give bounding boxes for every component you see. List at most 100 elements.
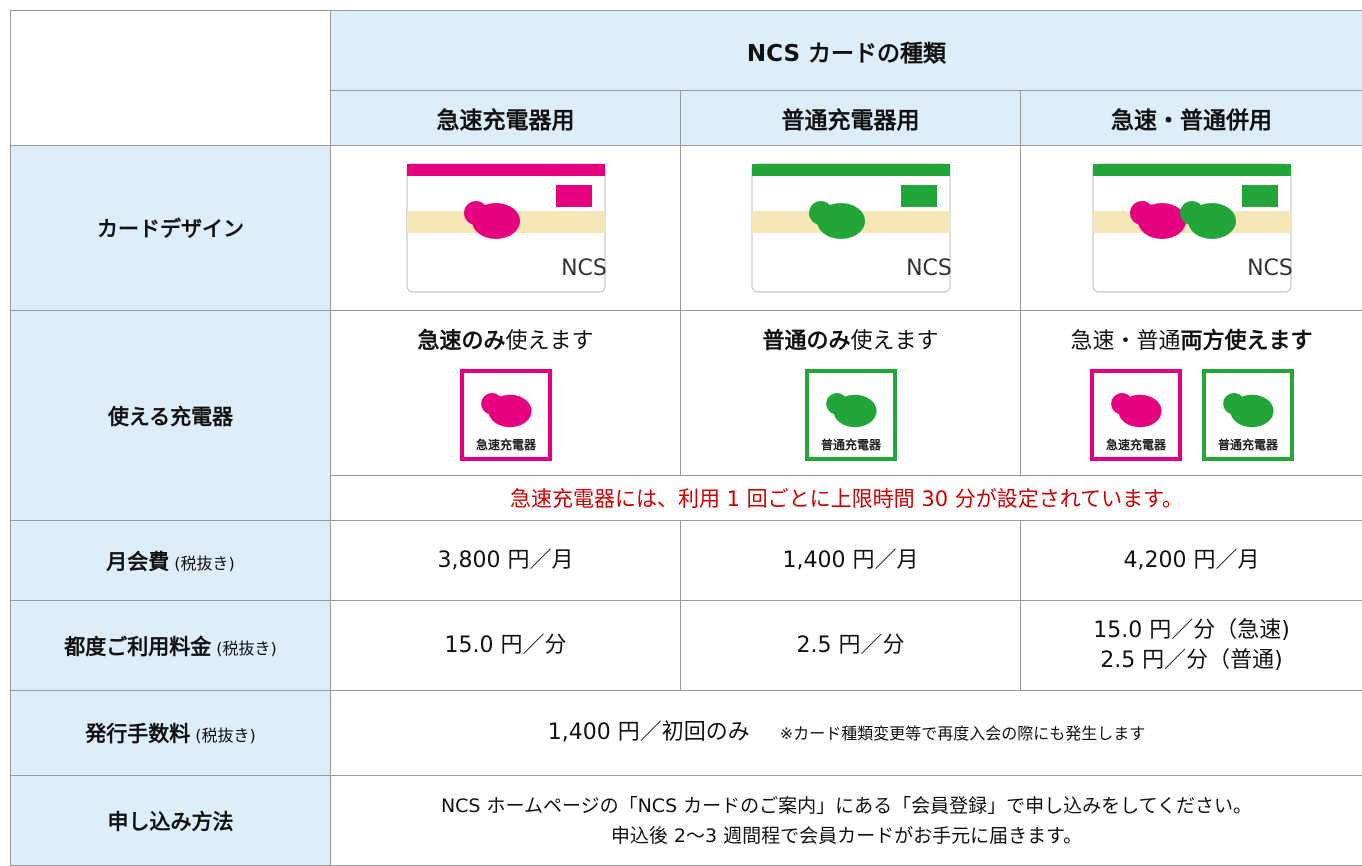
charger-badge: 普通充電器: [804, 369, 897, 461]
fee-note: ※カード種類変更等で再度入会の際にも発生します: [779, 724, 1146, 743]
usage-segment: 急速のみ: [417, 329, 506, 354]
card-image: NCS: [406, 163, 606, 293]
value-text: 2.5 円／分（普通): [1100, 647, 1283, 673]
value-text: 15.0 円／分: [444, 632, 567, 658]
value-text: 15.0 円／分（急速): [1093, 617, 1290, 643]
value-cell: 15.0 円／分（急速) 2.5 円／分（普通): [1020, 600, 1362, 691]
usage-segment: 普通のみ: [762, 329, 851, 354]
column-title: 急速充電器用: [436, 108, 575, 134]
usage-segment: 使えます: [850, 329, 939, 354]
row-label-text: 発行手数料: [85, 722, 191, 746]
apply-line: NCS ホームページの「NCS カードのご案内」にある「会員登録」で申し込みをし…: [441, 791, 1252, 821]
charger-cell: 急速のみ使えます急速充電器: [330, 310, 681, 476]
value-text: 2.5 円／分: [796, 632, 905, 658]
badge-label: 普通充電器: [820, 437, 881, 452]
value-text: 4,200 円／月: [1123, 547, 1260, 573]
row-label: 月会費 (税抜き): [10, 520, 331, 601]
elephant-head: [463, 201, 488, 225]
badge-label: 普通充電器: [1217, 437, 1278, 452]
column-header: 急速充電器用: [330, 90, 681, 146]
row-label-text: 都度ご利用料金: [64, 634, 212, 659]
usage-text: 急速・普通両方使えます: [1070, 323, 1312, 355]
usage-segment: 使えます: [505, 329, 594, 354]
card-tag: [555, 185, 592, 207]
charger-badge: 急速充電器: [459, 369, 552, 461]
row-label-text: 申し込み方法: [107, 809, 234, 834]
card-tag: [1241, 185, 1278, 207]
value-line: 15.0 円／分: [445, 631, 567, 661]
row-label: 申し込み方法: [10, 775, 331, 866]
elephant-head: [1110, 393, 1133, 415]
value-line: 2.5 円／分（普通): [1100, 646, 1283, 676]
label-line: 都度ご利用料金 (税抜き): [64, 631, 277, 661]
elephant-head: [1222, 393, 1245, 415]
badges: 急速充電器: [459, 369, 552, 461]
row-label: 使える充電器: [10, 310, 331, 521]
tax-note: (税抜き): [195, 726, 256, 745]
value-text: 1,400 円／月: [782, 547, 919, 573]
row-label: 発行手数料 (税抜き): [10, 690, 331, 776]
card-brand: NCS: [561, 256, 606, 281]
card-brand: NCS: [1247, 256, 1292, 281]
group-header: NCS カードの種類: [330, 10, 1362, 91]
charger-badge: 普通充電器: [1201, 369, 1294, 461]
value-line: 1,400 円／月: [783, 546, 919, 576]
usage-text: 普通のみ使えます: [762, 323, 938, 355]
value-line: 1,400 円／初回のみ ※カード種類変更等で再度入会の際にも発生します: [548, 718, 1145, 748]
label-line: 発行手数料 (税抜き): [85, 718, 256, 748]
apply-text: NCS ホームページの「NCS カードのご案内」にある「会員登録」で申し込みをし…: [440, 794, 1253, 817]
card-image: NCS: [751, 163, 951, 293]
value-cell: 3,800 円／月: [330, 520, 681, 601]
apply-text: 申込後 2～3 週間程で会員カードがお手元に届きます。: [610, 824, 1083, 847]
value-text: 3,800 円／月: [437, 547, 574, 573]
value-line: 2.5 円／分: [797, 631, 905, 661]
row-label: 都度ご利用料金 (税抜き): [10, 600, 331, 691]
column-title: 普通充電器用: [781, 108, 920, 134]
card-band: [406, 164, 605, 176]
elephant-head: [1179, 201, 1204, 225]
badge-frame: [459, 369, 552, 461]
elephant-head: [825, 393, 848, 415]
row-label-text: 使える充電器: [107, 404, 234, 429]
note-cell: 急速充電器には、利用 1 回ごとに上限時間 30 分が設定されています。: [330, 475, 1362, 521]
note-text: 急速充電器には、利用 1 回ごとに上限時間 30 分が設定されています。: [509, 487, 1184, 511]
row-label-text: 月会費: [106, 549, 170, 574]
usage-text: 急速のみ使えます: [417, 323, 593, 355]
charger-cell: 普通のみ使えます普通充電器: [680, 310, 1021, 476]
value-cell: 15.0 円／分: [330, 600, 681, 691]
card-image: NCS: [1092, 163, 1292, 293]
elephant-head: [1129, 201, 1154, 225]
badges: 普通充電器: [804, 369, 897, 461]
label-line: 月会費 (税抜き): [106, 546, 235, 576]
card-band: [751, 164, 950, 176]
badge-label: 急速充電器: [1105, 437, 1166, 452]
usage-segment: 両方使えます: [1180, 329, 1313, 354]
value-line: 4,200 円／月: [1124, 546, 1260, 576]
group-title: NCS カードの種類: [746, 40, 947, 67]
badges: 急速充電器 普通充電器: [1089, 369, 1294, 461]
tax-note: (税抜き): [216, 638, 277, 658]
badge-label: 急速充電器: [475, 437, 536, 452]
card-cell: NCS: [1020, 145, 1362, 311]
elephant-head: [808, 201, 833, 225]
card-tag: [900, 185, 937, 207]
column-header: 急速・普通併用: [1020, 90, 1362, 146]
apply-line: 申込後 2～3 週間程で会員カードがお手元に届きます。: [611, 821, 1082, 851]
row-label-text: カードデザイン: [97, 217, 244, 241]
charger-cell: 急速・普通両方使えます急速充電器 普通充電器: [1020, 310, 1362, 476]
value-cell: 4,200 円／月: [1020, 520, 1362, 601]
value-line: 3,800 円／月: [438, 546, 574, 576]
card-cell: NCS: [330, 145, 681, 311]
elephant-head: [480, 393, 503, 415]
badge-frame: [1089, 369, 1182, 461]
value-cell: 1,400 円／初回のみ ※カード種類変更等で再度入会の際にも発生します: [330, 690, 1362, 776]
tax-note: (税抜き): [174, 553, 235, 573]
card-band: [1092, 164, 1291, 176]
value-text: 1,400 円／初回のみ: [547, 720, 750, 745]
card-cell: NCS: [680, 145, 1021, 311]
corner: [10, 10, 331, 146]
value-cell: 1,400 円／月: [680, 520, 1021, 601]
row-label: カードデザイン: [10, 145, 331, 311]
value-line: 15.0 円／分（急速): [1093, 616, 1290, 646]
